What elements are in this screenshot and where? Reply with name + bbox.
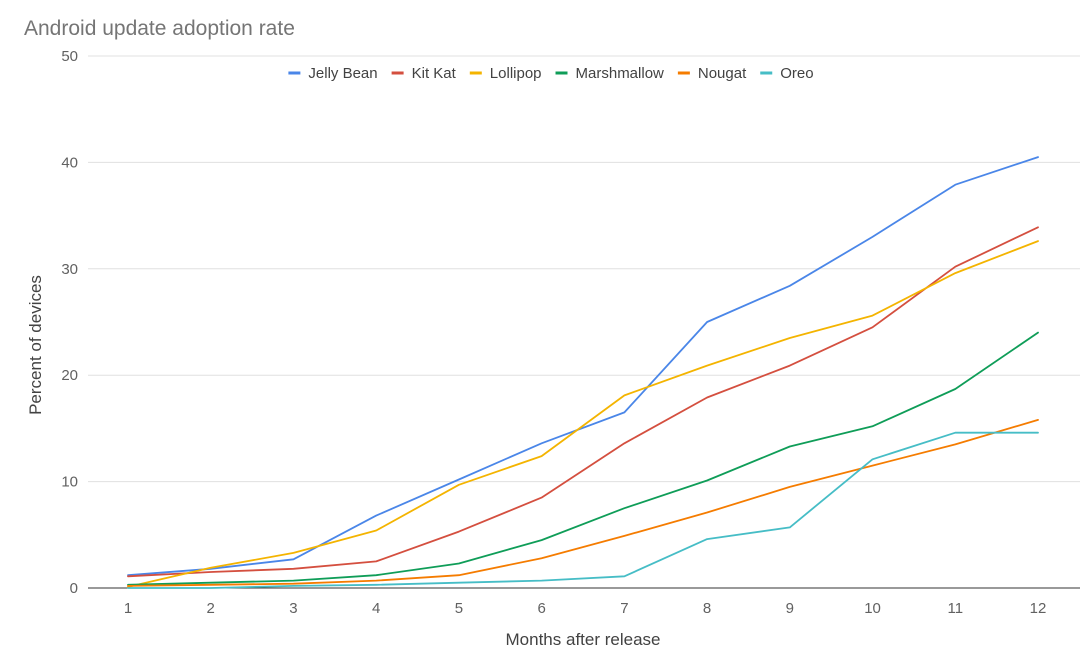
legend-item-marshmallow: Marshmallow — [555, 65, 665, 82]
x-tick-label: 4 — [372, 600, 380, 617]
y-tick-label: 30 — [61, 261, 78, 278]
series-line-kit-kat — [127, 226, 1039, 578]
x-tick-label: 6 — [537, 600, 545, 617]
x-tick-label: 1 — [124, 600, 132, 617]
chart-title: Android update adoption rate — [24, 17, 295, 40]
legend-item-oreo: Oreo — [760, 65, 814, 82]
x-tick-label: 10 — [864, 600, 881, 617]
series-line-jelly-bean — [127, 156, 1039, 577]
x-axis-ticks: 1 2 3 4 5 6 7 8 9 10 11 12 — [124, 600, 1047, 617]
x-tick-label: 2 — [207, 600, 215, 617]
y-axis-ticks: 0 10 20 30 40 50 — [61, 48, 78, 597]
series-line-nougat — [127, 418, 1039, 587]
series-line-marshmallow — [127, 331, 1039, 586]
x-tick-label: 11 — [947, 600, 963, 617]
x-tick-label: 3 — [289, 600, 297, 617]
legend-item-nougat: Nougat — [677, 65, 747, 82]
y-tick-label: 0 — [70, 580, 78, 597]
legend-label: Marshmallow — [576, 65, 665, 82]
grid-lines — [88, 55, 1080, 589]
legend-item-lollipop: Lollipop — [469, 65, 542, 82]
x-tick-label: 9 — [786, 600, 794, 617]
y-tick-label: 10 — [61, 474, 78, 491]
series-lines — [127, 156, 1039, 589]
x-tick-label: 8 — [703, 600, 711, 617]
x-axis-label: Months after release — [506, 630, 661, 649]
legend-item-jelly-bean: Jelly Bean — [288, 65, 378, 82]
y-axis-label: Percent of devices — [26, 275, 45, 415]
x-tick-label: 12 — [1030, 600, 1047, 617]
x-tick-label: 7 — [620, 600, 628, 617]
legend-label: Jelly Bean — [308, 65, 377, 82]
x-tick-label: 5 — [455, 600, 463, 617]
legend: Jelly Bean Kit Kat Lollipop Marshmallow Noug… — [288, 65, 814, 82]
y-tick-label: 50 — [61, 48, 78, 65]
legend-label: Nougat — [698, 65, 747, 82]
series-line-oreo — [127, 431, 1039, 589]
legend-item-kit-kat: Kit Kat — [391, 65, 457, 82]
legend-label: Oreo — [780, 65, 813, 82]
legend-label: Kit Kat — [412, 65, 457, 82]
y-tick-label: 20 — [61, 367, 78, 384]
legend-label: Lollipop — [490, 65, 542, 82]
series-line-lollipop — [127, 240, 1039, 588]
y-tick-label: 40 — [61, 154, 78, 171]
